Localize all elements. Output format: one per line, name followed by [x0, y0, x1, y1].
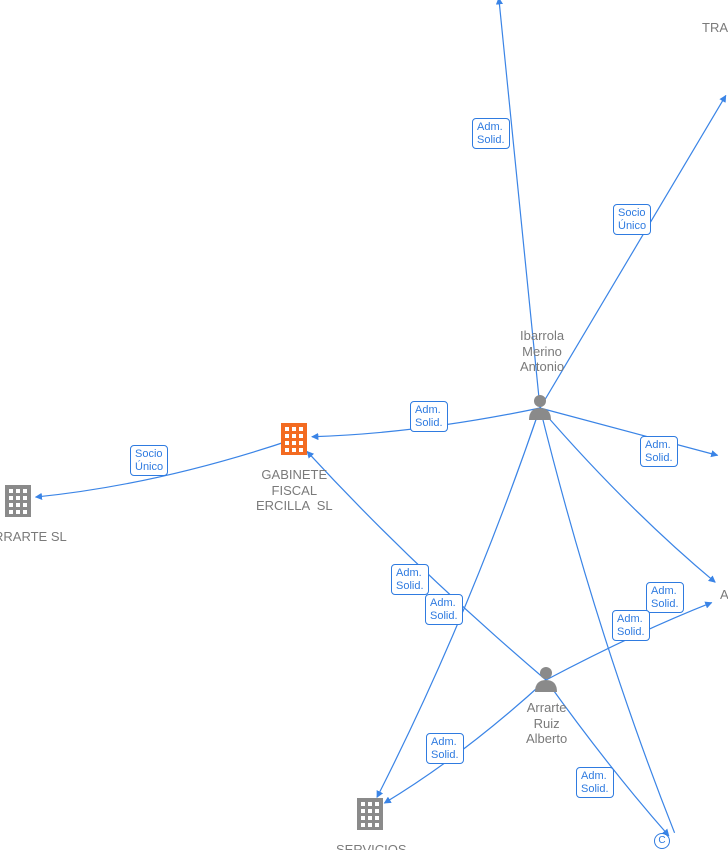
edge — [312, 408, 540, 437]
edge — [499, 0, 540, 408]
edge — [540, 408, 718, 455]
edge — [546, 680, 669, 836]
edge — [540, 95, 726, 408]
edge — [307, 451, 546, 680]
building-icon[interactable] — [5, 485, 31, 517]
watermark: C empresia — [654, 832, 728, 850]
edge — [540, 408, 675, 833]
copyright-icon: C — [654, 833, 670, 849]
edge — [540, 408, 715, 582]
edge — [36, 439, 294, 497]
graph-canvas — [0, 0, 728, 850]
edge — [384, 680, 546, 803]
building-icon[interactable] — [357, 798, 383, 830]
edge — [546, 603, 712, 680]
building-icon[interactable] — [281, 423, 307, 455]
